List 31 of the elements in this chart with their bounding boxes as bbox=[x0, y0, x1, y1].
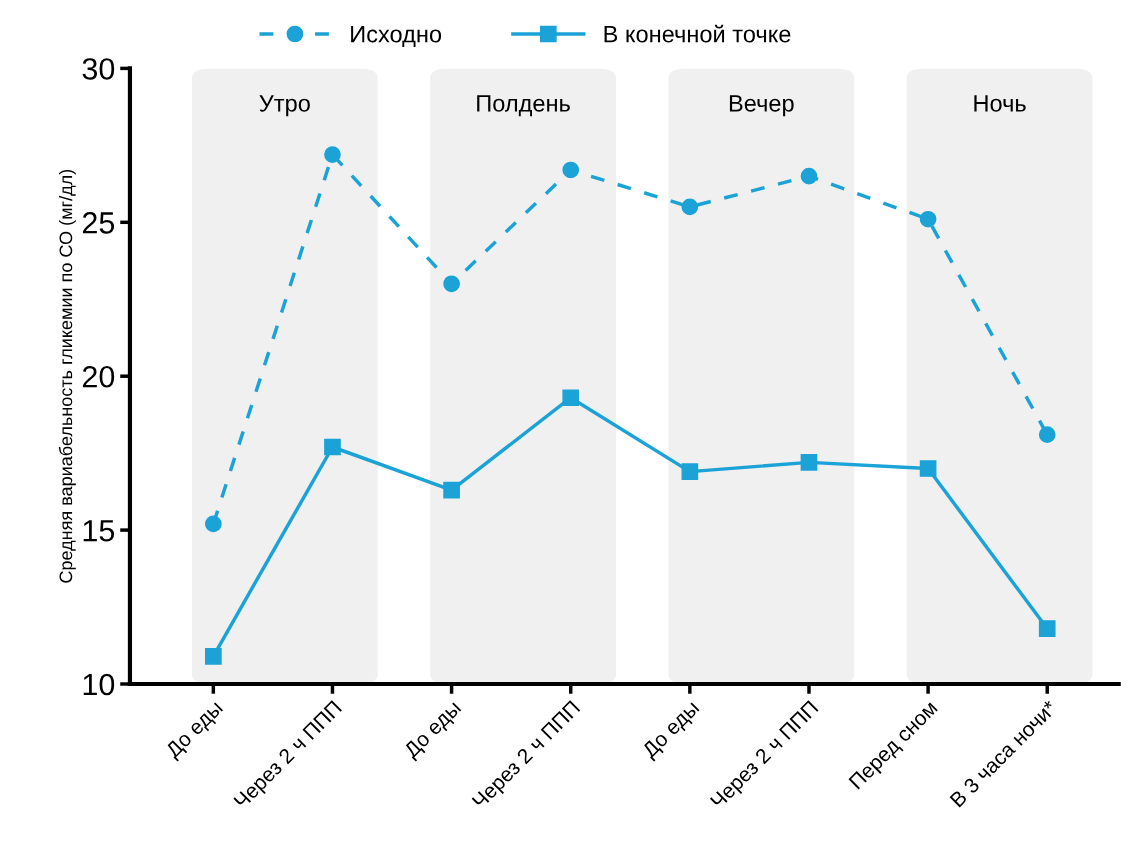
point bbox=[443, 481, 460, 499]
y-tick-label: 10 bbox=[83, 673, 115, 696]
y-tick-label: 15 bbox=[83, 520, 115, 542]
point bbox=[919, 210, 937, 228]
y-tick-label: 25 bbox=[82, 212, 115, 234]
x-tick-label: До еды bbox=[402, 700, 465, 762]
point bbox=[1038, 620, 1056, 637]
point bbox=[562, 389, 580, 407]
point bbox=[800, 167, 818, 185]
annotation: Ночь bbox=[974, 95, 1026, 112]
point bbox=[681, 198, 699, 216]
point bbox=[800, 454, 818, 471]
point bbox=[324, 438, 341, 456]
annotation: Полдень bbox=[477, 95, 570, 117]
y-tick-label: 20 bbox=[82, 365, 115, 388]
point bbox=[205, 647, 222, 665]
point bbox=[562, 161, 580, 179]
point bbox=[681, 463, 699, 480]
y-axis-title: Средняя вариабельность гликемии по СО (мг/дл) bbox=[58, 169, 76, 583]
annotation: Утро bbox=[259, 95, 310, 117]
legend-label: Исходно bbox=[351, 26, 442, 47]
point bbox=[324, 146, 341, 163]
point bbox=[205, 515, 222, 533]
point bbox=[443, 275, 460, 293]
y-tick-label: 30 bbox=[82, 58, 115, 80]
x-tick-label: До еды bbox=[641, 700, 703, 762]
point bbox=[1038, 426, 1056, 444]
annotation: Вечер bbox=[729, 95, 794, 117]
point bbox=[919, 460, 937, 477]
x-tick-label: До еды bbox=[164, 700, 226, 762]
legend-label: В конечной точке bbox=[604, 24, 791, 43]
